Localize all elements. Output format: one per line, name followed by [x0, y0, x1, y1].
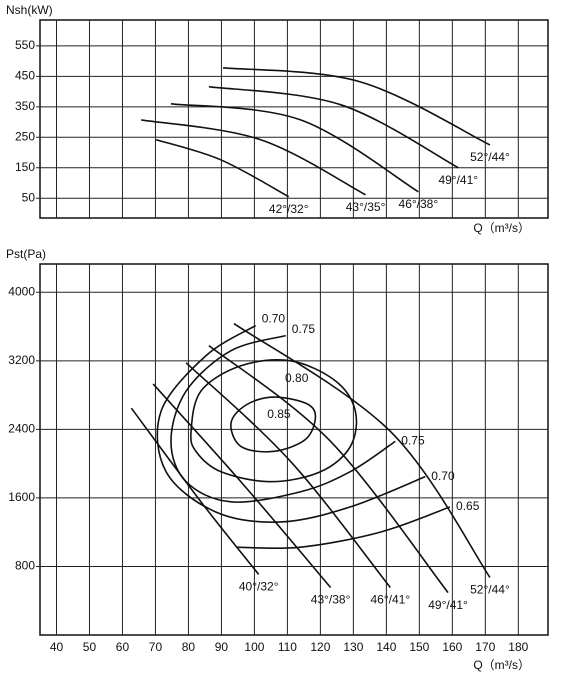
y-tick-label: 1600	[8, 490, 35, 504]
contour-label: 0.70	[431, 469, 455, 483]
curve-label: 42°/32°	[269, 202, 309, 216]
efficiency-contour	[170, 334, 396, 503]
y-tick-label: 350	[15, 99, 35, 113]
contour-label: 0.75	[292, 322, 316, 336]
y-tick-label: 450	[15, 69, 35, 83]
blade-curve	[233, 322, 491, 578]
blade-curve	[208, 345, 449, 594]
y-tick-label: 250	[15, 129, 35, 143]
x-tick-label: 130	[343, 640, 363, 654]
x-tick-label: 60	[116, 640, 130, 654]
efficiency-contour	[190, 359, 358, 483]
y-tick-label: 50	[22, 190, 36, 204]
curve-label: 52°/44°	[470, 583, 510, 597]
curve-label: 40°/32°	[239, 580, 279, 594]
x-tick-label: 100	[244, 640, 264, 654]
curve-label: 49°/41°	[438, 173, 478, 187]
x-tick-label: 110	[278, 640, 297, 654]
x-tick-label: 70	[149, 640, 163, 654]
blade-curve	[141, 119, 366, 196]
plot-frame	[39, 263, 549, 636]
x-tick-label: 90	[215, 640, 229, 654]
curve-label: 46°/41°	[371, 593, 411, 607]
x-tick-label: 40	[50, 640, 64, 654]
x-tick-label: 180	[508, 640, 528, 654]
contour-label: 0.75	[401, 434, 425, 448]
x-tick-label: 50	[83, 640, 97, 654]
x-tick-label: 80	[182, 640, 196, 654]
efficiency-contour	[235, 506, 451, 550]
contour-label: 0.85	[267, 407, 291, 421]
curve-label: 43°/38°	[311, 593, 351, 607]
x-axis-label: Q（m³/s）	[473, 221, 530, 235]
blade-curve	[130, 407, 260, 575]
y-tick-label: 4000	[8, 284, 35, 298]
x-tick-label: 150	[409, 640, 429, 654]
blade-curve	[222, 67, 491, 146]
curve-label: 43°/35°	[346, 200, 386, 214]
curve-label: 46°/38°	[399, 197, 439, 211]
blade-curve	[208, 85, 459, 169]
y-tick-label: 2400	[8, 422, 35, 436]
y-axis-label: Nsh(kW)	[6, 3, 53, 17]
x-tick-label: 160	[442, 640, 462, 654]
x-axis-label: Q（m³/s）	[473, 658, 530, 672]
y-tick-label: 800	[15, 559, 35, 573]
efficiency-contour	[156, 324, 426, 523]
plot-frame	[39, 19, 549, 219]
blade-curve	[152, 383, 332, 589]
blade-curve	[170, 102, 419, 193]
x-tick-label: 170	[475, 640, 495, 654]
y-tick-label: 3200	[8, 353, 35, 367]
contour-label: 0.80	[285, 371, 309, 385]
curve-label: 49°/41°	[428, 598, 468, 612]
y-tick-label: 150	[15, 160, 35, 174]
efficiency-contour	[230, 396, 317, 453]
y-axis-label: Pst(Pa)	[6, 247, 46, 261]
y-tick-label: 550	[15, 38, 35, 52]
x-tick-label: 140	[376, 640, 396, 654]
contour-label: 0.65	[456, 499, 480, 513]
blade-curve	[155, 138, 290, 198]
contour-label: 0.70	[262, 312, 286, 326]
blade-curve	[185, 362, 391, 589]
x-tick-label: 120	[310, 640, 330, 654]
curve-label: 52°/44°	[470, 150, 510, 164]
